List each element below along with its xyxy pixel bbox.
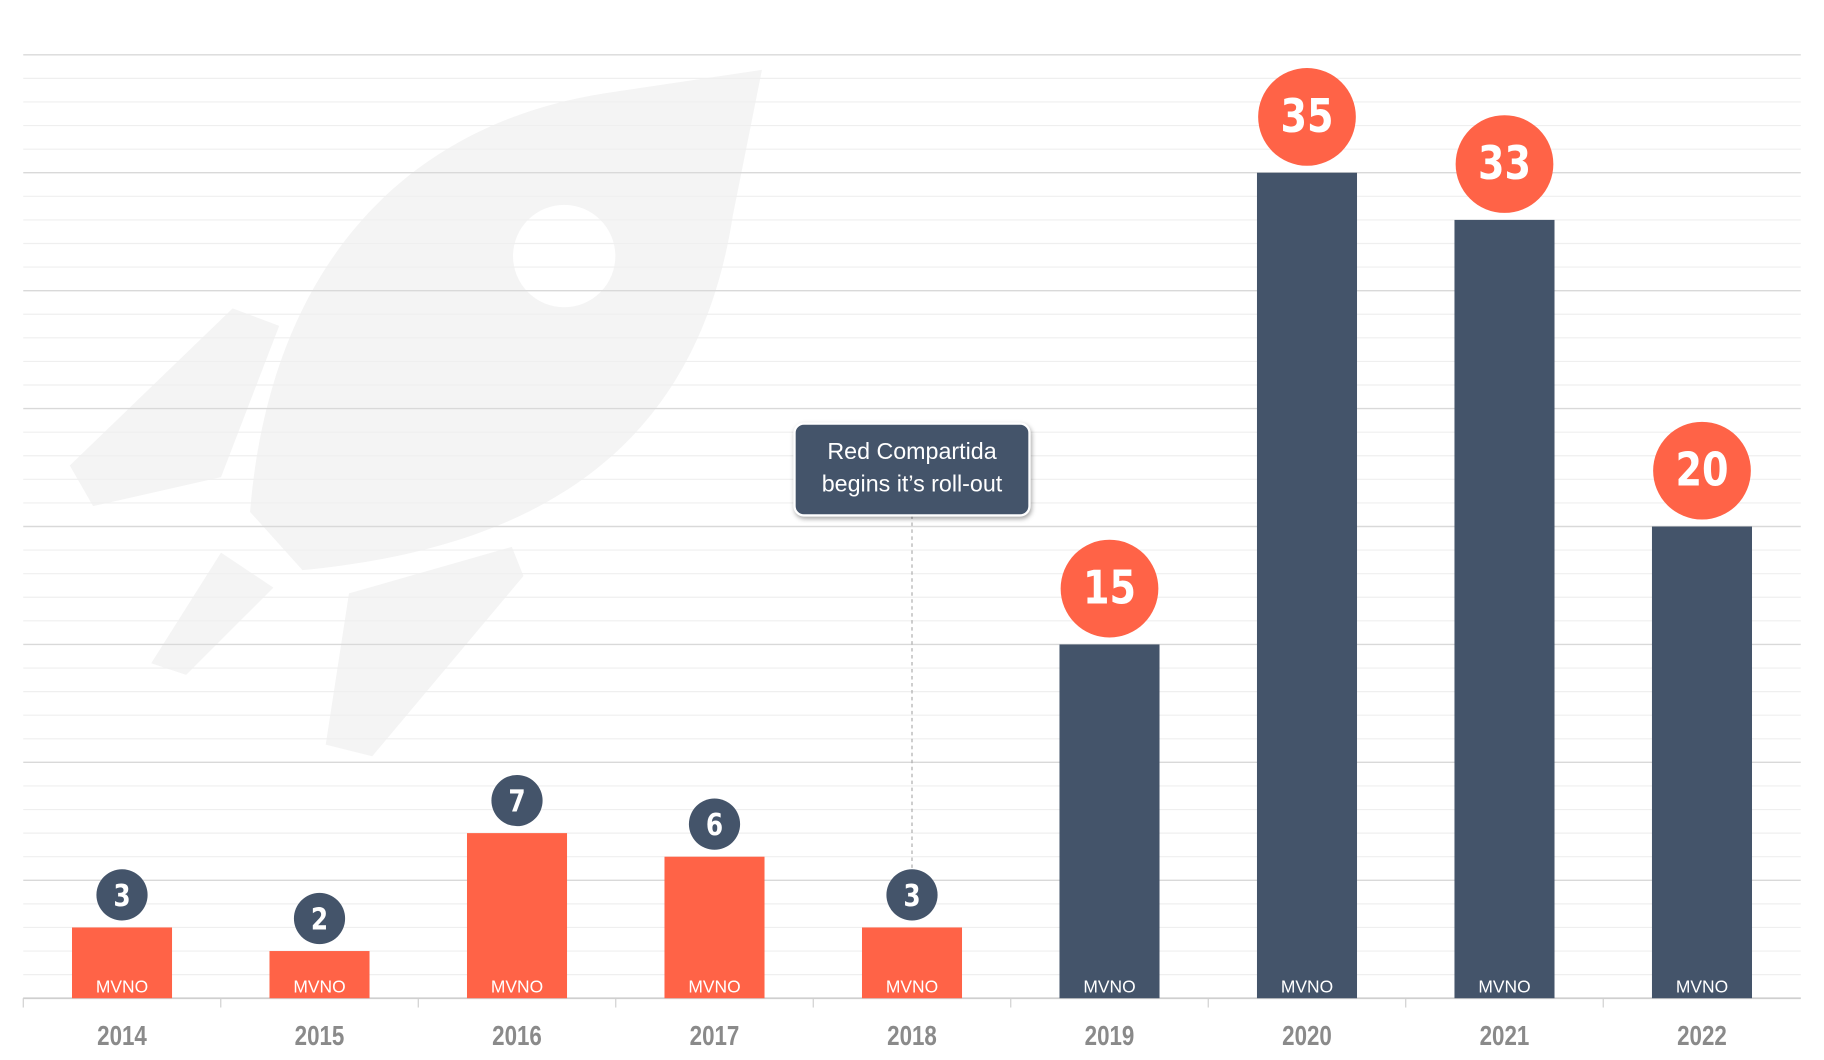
value-badge [1653, 421, 1751, 520]
x-tick-label: 2017 [690, 1021, 740, 1052]
bar-label: MVNO [293, 976, 345, 996]
bar [269, 951, 370, 999]
x-tick-label: 2018 [887, 1021, 937, 1052]
value-badge [1060, 539, 1159, 638]
bar [1256, 172, 1358, 999]
x-tick-label: 2020 [1282, 1021, 1332, 1052]
rocket-watermark [69, 69, 762, 757]
value-badge [688, 798, 741, 850]
bar-label: MVNO [1083, 976, 1135, 996]
bar-label: MVNO [1478, 976, 1530, 996]
x-tick-label: 2015 [295, 1021, 345, 1052]
bar [466, 833, 568, 999]
bar [71, 927, 173, 999]
x-tick-label: 2019 [1085, 1021, 1135, 1052]
value-label: 33 [1478, 137, 1531, 191]
x-tick-label: 2014 [97, 1021, 147, 1052]
value-label: 7 [508, 783, 525, 819]
bar-label: MVNO [886, 976, 938, 996]
bar-label: MVNO [491, 976, 543, 996]
value-label: 6 [706, 807, 723, 843]
annotation-box [793, 422, 1031, 517]
value-label: 20 [1675, 444, 1728, 498]
annotation-text: Red Compartida [827, 438, 996, 464]
bar [1651, 526, 1753, 999]
bar-label: MVNO [688, 976, 740, 996]
value-badge [886, 869, 938, 921]
x-tick-label: 2021 [1480, 1021, 1530, 1052]
bar [664, 856, 765, 999]
value-label: 3 [903, 878, 920, 914]
value-label: 15 [1083, 562, 1136, 616]
x-tick-label: 2022 [1677, 1021, 1727, 1052]
bar [1454, 219, 1555, 999]
x-tick-label: 2016 [492, 1021, 542, 1052]
bar-label: MVNO [1281, 976, 1333, 996]
value-label: 3 [113, 878, 130, 914]
value-badge [1455, 115, 1554, 213]
annotation-text: begins it’s roll-out [822, 470, 1003, 496]
value-badge [491, 774, 543, 827]
value-label: 35 [1280, 90, 1333, 144]
value-label: 2 [311, 901, 328, 937]
value-badge [1258, 68, 1356, 166]
bar-label: MVNO [96, 976, 148, 996]
bar [861, 927, 963, 999]
bar-label: MVNO [1676, 976, 1728, 996]
bar [1059, 644, 1160, 999]
value-badge [293, 892, 346, 945]
value-badge [96, 869, 148, 921]
